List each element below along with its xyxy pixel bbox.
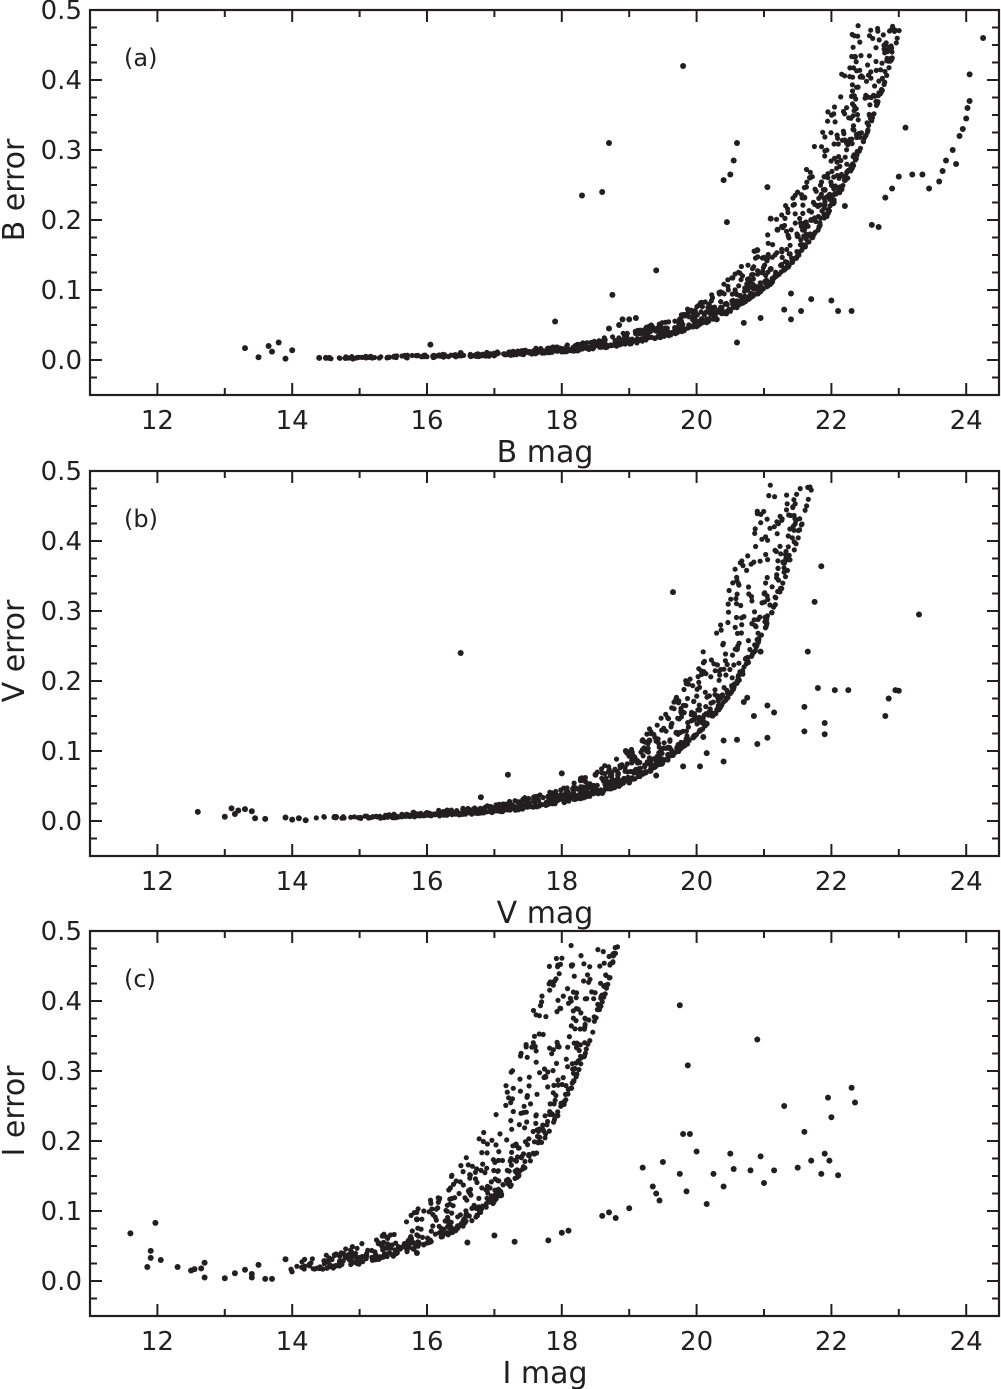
- y-tick-label: 0.0: [41, 807, 82, 837]
- x-tick-label: 20: [680, 867, 713, 897]
- axis-ticks-b: 12 14 16 18 20 22 24 0.0 0.1 0.2 0.3 0.4 0.5: [41, 457, 999, 897]
- x-tick-label: 24: [950, 1327, 983, 1357]
- x-axis-label-c: I mag: [502, 1356, 587, 1389]
- y-tick-label: 0.5: [41, 457, 82, 487]
- y-tick-label: 0.0: [41, 1267, 82, 1297]
- x-tick-label: 14: [276, 406, 309, 436]
- x-tick-label: 12: [141, 867, 174, 897]
- y-tick-label: 0.0: [41, 346, 82, 376]
- y-axis-label-a: B error: [0, 138, 32, 241]
- panel-a-b-error-vs-b-mag: 12 14 16 18 20 22 24 0.0 0.1 0.2 0.3 0.4 0.5 (a) B m…: [0, 0, 1001, 470]
- x-tick-label: 20: [680, 1327, 713, 1357]
- scatter-points-b: [194, 482, 922, 824]
- x-tick-label: 12: [141, 406, 174, 436]
- x-tick-label: 16: [410, 867, 443, 897]
- x-tick-label: 22: [815, 406, 848, 436]
- x-tick-label: 14: [276, 867, 309, 897]
- x-tick-label: 24: [950, 406, 983, 436]
- y-tick-label: 0.1: [41, 737, 82, 767]
- y-tick-label: 0.3: [41, 1057, 82, 1087]
- x-tick-label: 12: [141, 1327, 174, 1357]
- y-axis-label-c: I error: [0, 1065, 32, 1157]
- axis-ticks-c: 12 14 16 18 20 22 24 0.0 0.1 0.2 0.3 0.4 0.5: [41, 917, 999, 1357]
- x-tick-label: 18: [545, 406, 578, 436]
- y-tick-label: 0.4: [41, 987, 82, 1017]
- y-tick-label: 0.5: [41, 917, 82, 947]
- y-tick-label: 0.4: [41, 527, 82, 557]
- panel-label-a: (a): [124, 44, 157, 72]
- panel-c-i-error-vs-i-mag: 12 14 16 18 20 22 24 0.0 0.1 0.2 0.3 0.4 0.5 (c) I m…: [0, 917, 1001, 1389]
- x-tick-label: 18: [545, 1327, 578, 1357]
- y-tick-label: 0.5: [41, 0, 82, 26]
- x-tick-label: 18: [545, 867, 578, 897]
- axis-ticks-a: 12 14 16 18 20 22 24 0.0 0.1 0.2 0.3 0.4 0.5: [41, 0, 999, 436]
- x-tick-label: 20: [680, 406, 713, 436]
- scatter-points-a: [242, 23, 987, 362]
- x-tick-label: 24: [950, 867, 983, 897]
- y-tick-label: 0.2: [41, 667, 82, 697]
- y-tick-label: 0.1: [41, 1197, 82, 1227]
- x-tick-label: 22: [815, 1327, 848, 1357]
- y-tick-label: 0.1: [41, 276, 82, 306]
- y-tick-label: 0.3: [41, 136, 82, 166]
- y-tick-label: 0.3: [41, 597, 82, 627]
- x-axis-label-a: B mag: [497, 435, 594, 470]
- x-tick-label: 14: [276, 1327, 309, 1357]
- y-tick-label: 0.2: [41, 1127, 82, 1157]
- panel-b-v-error-vs-v-mag: 12 14 16 18 20 22 24 0.0 0.1 0.2 0.3 0.4 0.5 (b) V m…: [0, 457, 1001, 931]
- scatter-points-c: [127, 942, 858, 1282]
- x-axis-label-b: V mag: [497, 896, 594, 931]
- y-tick-label: 0.4: [41, 66, 82, 96]
- plot-frame-a: [88, 8, 1001, 397]
- x-tick-label: 16: [410, 406, 443, 436]
- x-tick-label: 22: [815, 867, 848, 897]
- y-axis-label-b: V error: [0, 599, 32, 702]
- y-tick-label: 0.2: [41, 206, 82, 236]
- panel-label-c: (c): [124, 965, 156, 993]
- panel-label-b: (b): [124, 505, 158, 533]
- x-tick-label: 16: [410, 1327, 443, 1357]
